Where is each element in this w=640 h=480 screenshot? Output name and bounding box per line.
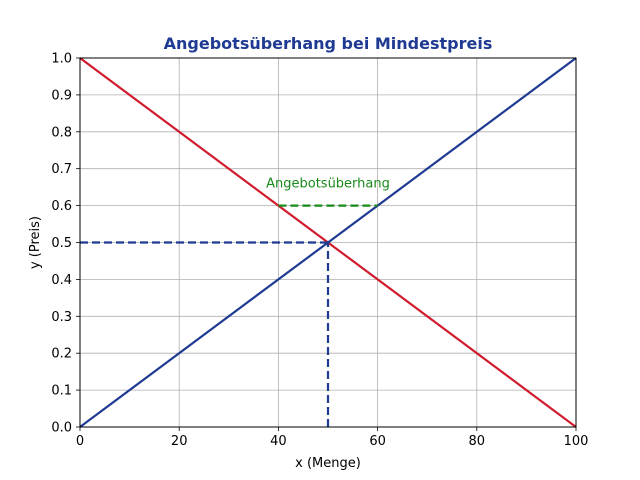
y-tick-label: 0.2 xyxy=(51,347,72,362)
y-tick-label: 0.9 xyxy=(51,88,72,103)
y-tick-label: 0.0 xyxy=(51,421,72,436)
annotation-label: Angebotsüberhang xyxy=(266,177,390,192)
x-tick-label: 40 xyxy=(270,434,287,449)
y-tick-label: 0.7 xyxy=(51,162,72,177)
y-tick-label: 0.4 xyxy=(51,273,72,288)
y-tick-label: 0.8 xyxy=(51,125,72,140)
y-tick-label: 0.5 xyxy=(51,236,72,251)
y-tick-label: 1.0 xyxy=(51,52,72,67)
x-tick-label: 20 xyxy=(171,434,188,449)
y-tick-label: 0.1 xyxy=(51,384,72,399)
x-tick-label: 100 xyxy=(564,434,589,449)
series-group xyxy=(79,57,577,428)
ticks: 0 20 40 60 80 100 0.0 0.1 0.2 0.3 0.4 0.5 0.6 0.7 0.8 0… xyxy=(51,52,588,450)
y-tick-label: 0.3 xyxy=(51,310,72,325)
x-tick-label: 60 xyxy=(369,434,386,449)
x-tick-label: 0 xyxy=(76,434,84,449)
chart-title: Angebotsüberhang bei Mindestpreis xyxy=(164,34,493,53)
y-tick-label: 0.6 xyxy=(51,199,72,214)
x-tick-label: 80 xyxy=(469,434,486,449)
x-axis-label: x (Menge) xyxy=(295,456,361,471)
annotations: Angebotsüberhang xyxy=(266,177,390,192)
y-axis-label: y (Preis) xyxy=(28,216,43,269)
